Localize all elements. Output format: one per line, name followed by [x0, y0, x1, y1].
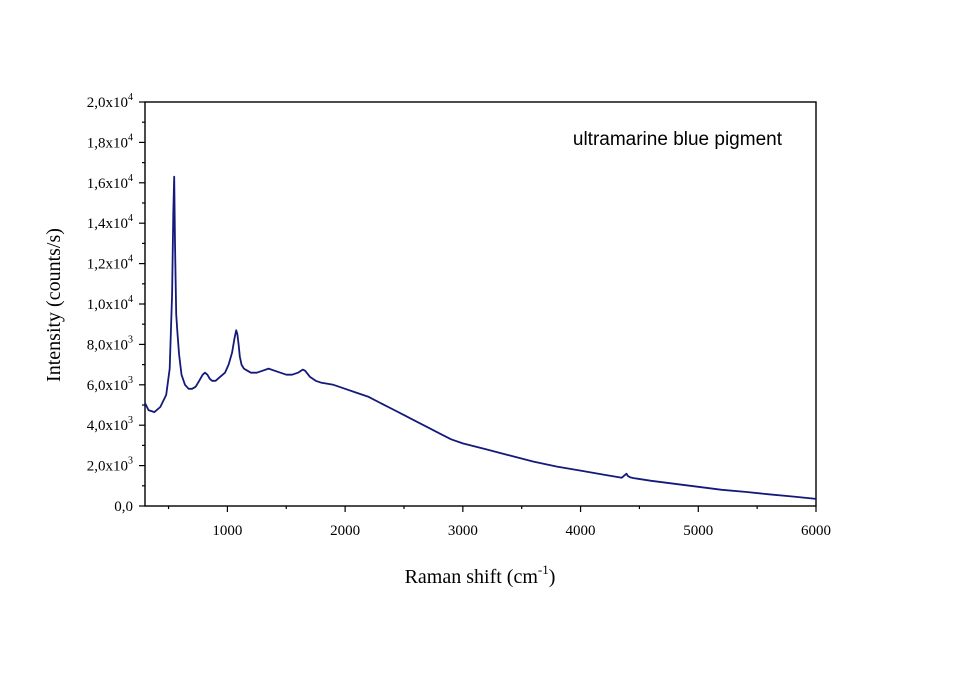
- plot-area: [144, 101, 817, 507]
- x-axis-title-end: ): [549, 566, 556, 588]
- x-axis: 1000 2000 3000 4000 5000 6000: [167, 506, 831, 539]
- x-tick-label: 3000: [448, 523, 478, 539]
- y-axis-title: Intensity (counts/s): [43, 228, 65, 382]
- x-tick-label: 4000: [566, 523, 596, 539]
- series-line-0: [144, 175, 817, 500]
- plot-frame: [144, 101, 817, 507]
- y-tick-label: 2,0x103: [87, 456, 133, 475]
- x-tick-label: 5000: [683, 523, 713, 539]
- y-tick-label: 1,0x104: [87, 294, 133, 313]
- y-tick-label: 1,2x104: [87, 254, 133, 273]
- x-tick-label: 6000: [801, 523, 831, 539]
- y-tick-label: 8,0x103: [87, 334, 133, 353]
- y-tick-label: 1,6x104: [87, 173, 133, 192]
- y-tick-label: 4,0x103: [87, 415, 133, 434]
- x-axis-title-main: Raman shift (cm: [405, 566, 539, 588]
- y-tick-label: 6,0x103: [87, 375, 133, 394]
- y-tick-label: 0,0: [114, 499, 133, 515]
- y-axis: 0,0 2,0x103 4,0x103 6,0x103 8,0x103 1,0x104 1,…: [87, 92, 145, 515]
- y-tick-label: 2,0x104: [87, 92, 133, 111]
- y-tick-label: 1,4x104: [87, 213, 133, 232]
- chart-annotation: ultramarine blue pigment: [573, 129, 783, 150]
- x-tick-label: 2000: [330, 523, 360, 539]
- x-tick-label: 1000: [212, 523, 242, 539]
- x-axis-title: Raman shift (cm-1): [405, 562, 556, 588]
- y-tick-label: 1,8x104: [87, 132, 133, 151]
- x-axis-title-sup: -1: [538, 562, 549, 577]
